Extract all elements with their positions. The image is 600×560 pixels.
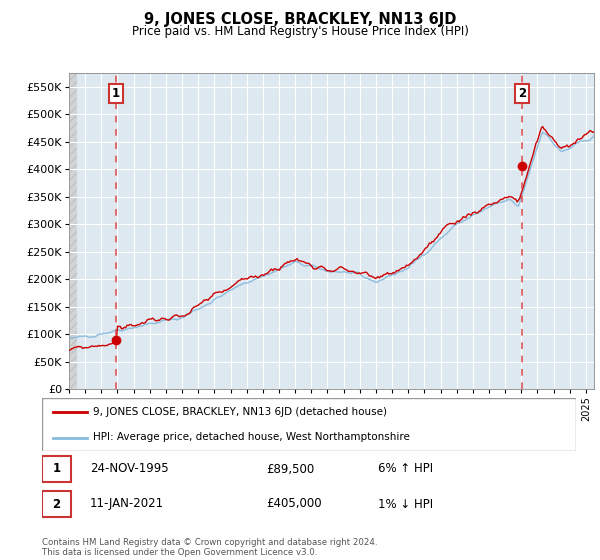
- FancyBboxPatch shape: [42, 491, 71, 517]
- Text: 9, JONES CLOSE, BRACKLEY, NN13 6JD (detached house): 9, JONES CLOSE, BRACKLEY, NN13 6JD (deta…: [93, 408, 387, 418]
- FancyBboxPatch shape: [42, 456, 71, 482]
- Text: 11-JAN-2021: 11-JAN-2021: [90, 497, 164, 511]
- Text: 1% ↓ HPI: 1% ↓ HPI: [379, 497, 434, 511]
- Text: 24-NOV-1995: 24-NOV-1995: [90, 463, 169, 475]
- Text: £405,000: £405,000: [266, 497, 322, 511]
- Text: 6% ↑ HPI: 6% ↑ HPI: [379, 463, 434, 475]
- Text: 9, JONES CLOSE, BRACKLEY, NN13 6JD: 9, JONES CLOSE, BRACKLEY, NN13 6JD: [144, 12, 456, 27]
- Text: Contains HM Land Registry data © Crown copyright and database right 2024.
This d: Contains HM Land Registry data © Crown c…: [42, 538, 377, 557]
- Text: £89,500: £89,500: [266, 463, 314, 475]
- Bar: [69, 73, 77, 389]
- Text: 2: 2: [53, 497, 61, 511]
- Text: 2: 2: [518, 87, 526, 100]
- Text: Price paid vs. HM Land Registry's House Price Index (HPI): Price paid vs. HM Land Registry's House …: [131, 25, 469, 38]
- FancyBboxPatch shape: [42, 398, 576, 451]
- Text: HPI: Average price, detached house, West Northamptonshire: HPI: Average price, detached house, West…: [93, 432, 410, 442]
- Text: 1: 1: [112, 87, 120, 100]
- Text: 1: 1: [53, 463, 61, 475]
